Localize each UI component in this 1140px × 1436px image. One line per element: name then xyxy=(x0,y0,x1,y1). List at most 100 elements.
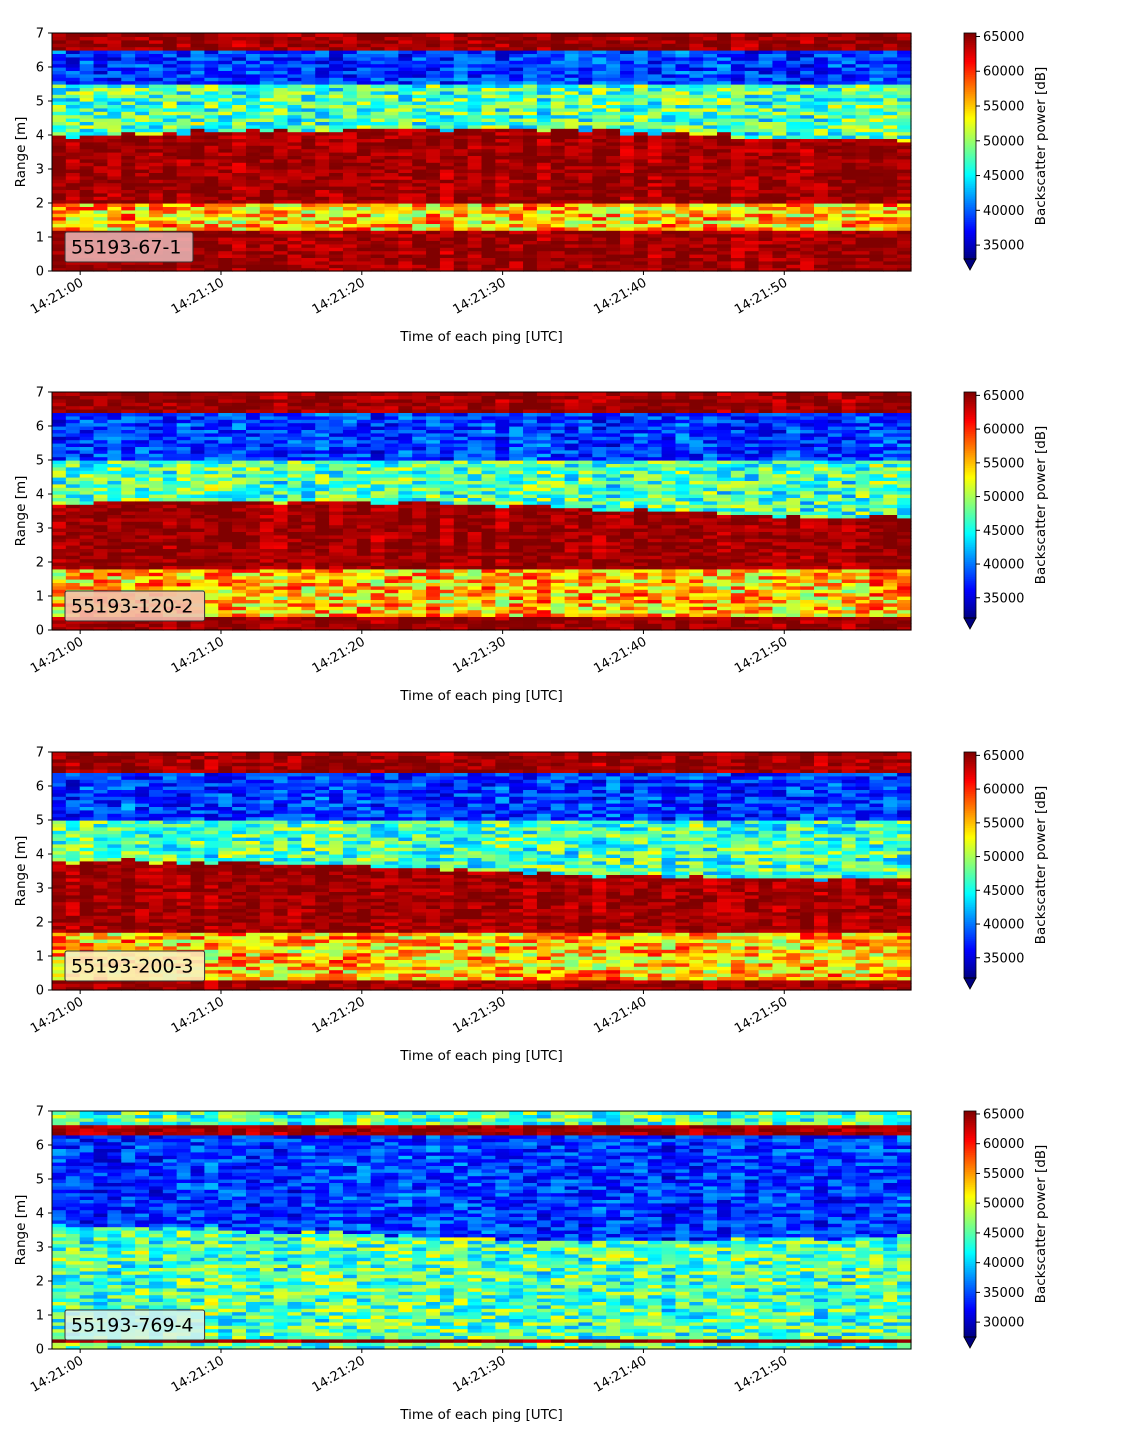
x-tick-label: 14:21:20 xyxy=(310,275,368,317)
heatmap-cell xyxy=(897,107,912,112)
heatmap-cell xyxy=(814,70,829,75)
heatmap-cell xyxy=(121,524,136,529)
heatmap-cell xyxy=(384,107,399,112)
heatmap-cell xyxy=(79,175,95,180)
heatmap-cell xyxy=(245,260,261,265)
heatmap-cell xyxy=(329,206,344,211)
heatmap-cell xyxy=(509,118,524,122)
heatmap-cell xyxy=(536,247,552,252)
heatmap-cell xyxy=(107,33,122,37)
heatmap-cell xyxy=(135,203,150,207)
heatmap-cell xyxy=(453,43,469,48)
heatmap-cell xyxy=(758,114,774,119)
heatmap-cell xyxy=(481,87,496,92)
heatmap-cell xyxy=(370,36,386,41)
heatmap-cell xyxy=(578,240,593,245)
heatmap-cell xyxy=(93,53,109,58)
heatmap-cell xyxy=(426,206,441,211)
heatmap-cell xyxy=(717,118,732,122)
heatmap-cell xyxy=(453,226,469,231)
heatmap-cell xyxy=(176,118,192,122)
heatmap-cell xyxy=(564,220,580,224)
heatmap-cell xyxy=(356,50,372,54)
heatmap-cell xyxy=(121,50,136,54)
heatmap-cell xyxy=(259,254,275,258)
heatmap-cell xyxy=(79,67,95,71)
heatmap-cell xyxy=(232,118,247,122)
heatmap-cell xyxy=(897,77,912,82)
heatmap-cell xyxy=(897,169,912,173)
heatmap-cell xyxy=(121,182,136,187)
heatmap-cell xyxy=(564,267,580,272)
heatmap-cell xyxy=(79,541,95,546)
heatmap-cell xyxy=(79,504,95,509)
heatmap-cell xyxy=(204,240,219,245)
heatmap-cell xyxy=(439,158,455,163)
heatmap-cell xyxy=(135,548,150,553)
heatmap-cell xyxy=(744,148,760,153)
heatmap-cell xyxy=(329,155,344,160)
heatmap-cell xyxy=(384,138,399,143)
heatmap-cell xyxy=(135,477,150,481)
heatmap-cell xyxy=(869,73,884,78)
heatmap-cell xyxy=(633,141,649,146)
heatmap-cell xyxy=(121,264,136,269)
heatmap-cell xyxy=(204,87,219,92)
heatmap-cell xyxy=(661,145,677,150)
heatmap-cell xyxy=(550,90,566,95)
heatmap-cell xyxy=(606,138,621,143)
heatmap-cell xyxy=(79,623,95,628)
heatmap-cell xyxy=(190,124,205,129)
heatmap-cell xyxy=(135,541,150,546)
heatmap-cell xyxy=(814,80,829,85)
heatmap-cell xyxy=(827,196,843,201)
heatmap-cell xyxy=(329,254,344,258)
heatmap-cell xyxy=(758,260,774,265)
heatmap-cell xyxy=(841,101,857,105)
heatmap-cell xyxy=(855,90,871,95)
colorbar-step xyxy=(964,34,976,38)
heatmap-cell xyxy=(273,107,289,112)
heatmap-cell xyxy=(107,192,122,197)
heatmap-cell xyxy=(675,152,690,156)
heatmap-cell xyxy=(814,50,829,54)
heatmap-cell xyxy=(107,84,122,88)
heatmap-cell xyxy=(93,104,109,109)
heatmap-cell xyxy=(564,162,580,167)
heatmap-cell xyxy=(315,237,330,241)
heatmap-cell xyxy=(730,230,746,235)
heatmap-cell xyxy=(121,426,136,430)
heatmap-cell xyxy=(717,192,732,197)
x-axis-label: Time of each ping [UTC] xyxy=(399,329,563,345)
heatmap-cell xyxy=(495,101,510,105)
colorbar-step xyxy=(964,72,976,76)
heatmap-cell xyxy=(121,33,136,37)
heatmap-cell xyxy=(356,77,372,82)
heatmap-cell xyxy=(453,237,469,241)
heatmap-cell xyxy=(93,165,109,170)
heatmap-cell xyxy=(841,141,857,146)
heatmap-cell xyxy=(342,101,358,105)
heatmap-cell xyxy=(633,186,649,190)
heatmap-cell xyxy=(356,162,372,167)
heatmap-cell xyxy=(232,128,247,133)
heatmap-cell xyxy=(592,196,607,201)
heatmap-cell xyxy=(495,179,510,184)
heatmap-cell xyxy=(79,545,95,549)
heatmap-cell xyxy=(287,90,302,95)
heatmap-cell xyxy=(52,439,67,444)
heatmap-cell xyxy=(647,240,663,245)
heatmap-cell xyxy=(827,118,843,122)
heatmap-cell xyxy=(564,84,580,88)
heatmap-cell xyxy=(148,114,164,119)
colorbar-step xyxy=(964,181,976,185)
heatmap-cell xyxy=(121,422,136,427)
heatmap-cell xyxy=(481,46,496,51)
heatmap-cell xyxy=(827,257,843,262)
heatmap-cell xyxy=(52,599,67,604)
heatmap-cell xyxy=(412,260,427,265)
heatmap-cell xyxy=(800,87,815,92)
heatmap-cell xyxy=(744,233,760,238)
heatmap-cell xyxy=(176,104,192,109)
heatmap-cell xyxy=(204,206,219,211)
